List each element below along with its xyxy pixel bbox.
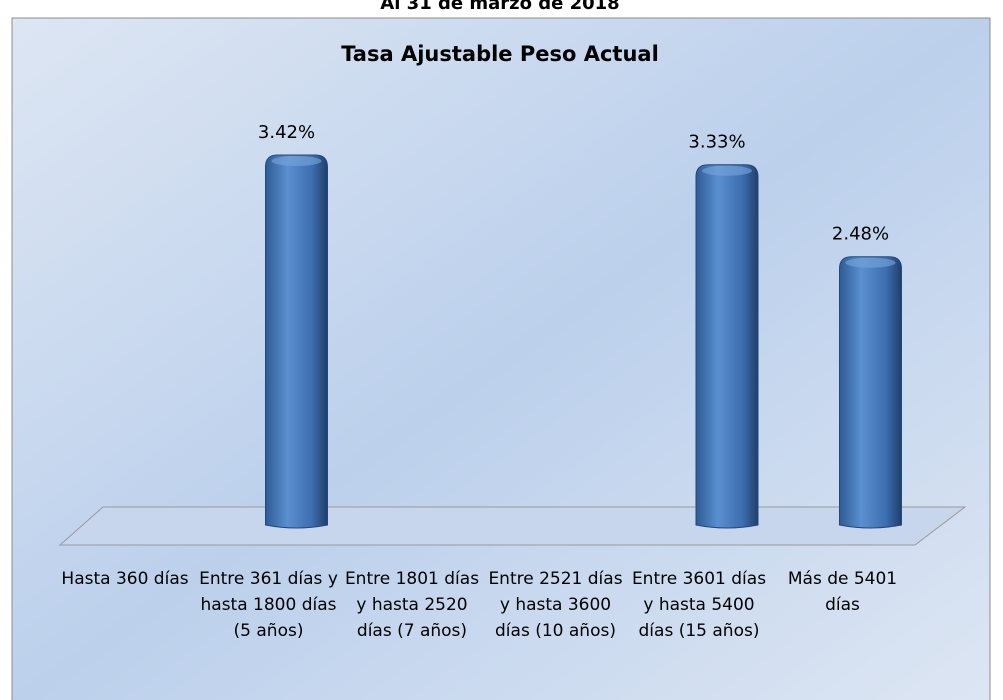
bar-top	[271, 156, 322, 166]
x-tick-label: Entre 1801 días y hasta 2520 días (7 año…	[344, 569, 480, 641]
value-label: 2.48%	[832, 224, 889, 245]
x-tick-label: Más de 5401 días	[787, 569, 898, 615]
x-tick-label: Entre 2521 días y hasta 3600 días (10 añ…	[488, 569, 623, 641]
value-label: 3.42%	[258, 122, 315, 143]
x-tick-label: Entre 3601 días y hasta 5400 días (15 añ…	[631, 569, 767, 641]
chart-area	[11, 17, 991, 700]
header: Al 31 de marzo de 2018	[380, 0, 619, 14]
bar-top	[702, 165, 752, 176]
chart-title: Tasa Ajustable Peso Actual	[341, 42, 659, 66]
floor	[58, 506, 967, 546]
bar	[695, 164, 759, 529]
value-label: 3.33%	[688, 132, 745, 153]
x-tick-label: Entre 361 días y hasta 1800 días (5 años…	[199, 569, 338, 641]
bar-top	[845, 257, 896, 268]
bar	[265, 154, 328, 529]
bar	[839, 256, 902, 529]
x-tick-label: Hasta 360 días	[61, 569, 189, 589]
